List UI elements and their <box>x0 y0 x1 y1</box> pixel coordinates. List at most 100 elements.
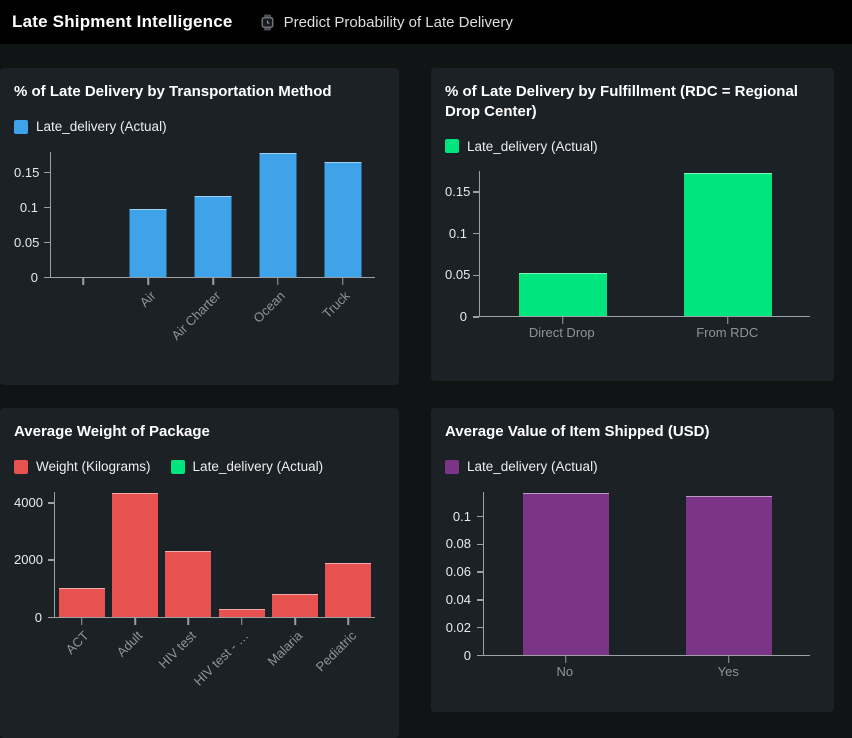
bar-pediatric[interactable] <box>325 562 372 617</box>
x-axis-tick <box>564 654 567 663</box>
x-axis-tick <box>561 316 564 324</box>
bar-from-rdc[interactable] <box>683 172 772 316</box>
bar-act[interactable] <box>58 587 105 617</box>
legend-item[interactable]: Late_delivery (Actual) <box>14 119 167 134</box>
x-axis-label: No <box>556 663 574 679</box>
x-axis-tick <box>212 276 214 285</box>
y-axis-tick <box>477 626 483 629</box>
plot-area <box>483 491 810 663</box>
bar-no[interactable] <box>522 493 609 655</box>
y-axis-tick-label: 4000 <box>14 494 43 510</box>
bar-yes[interactable] <box>685 496 772 655</box>
y-axis-tick <box>44 276 50 279</box>
chart-legend: Late_delivery (Actual) <box>445 137 820 155</box>
card-average-weight: Average Weight of Package Weight (Kilogr… <box>0 408 399 738</box>
x-axis-tick <box>240 616 243 625</box>
legend-label: Late_delivery (Actual) <box>467 138 598 154</box>
x-axis-labels: No Yes <box>483 658 810 686</box>
bar-direct-drop[interactable] <box>518 272 607 316</box>
watch-icon <box>259 14 276 31</box>
legend-label: Late_delivery (Actual) <box>192 459 324 474</box>
legend-swatch <box>445 459 459 474</box>
x-axis-tick <box>80 616 83 625</box>
legend-item[interactable]: Late_delivery (Actual) <box>170 459 324 474</box>
chart-title: Average Value of Item Shipped (USD) <box>445 423 710 440</box>
chart-canvas[interactable]: 0 0.05 0.1 0.15 Air Air Charter Ocean Truck <box>14 151 385 352</box>
y-axis-tick <box>44 206 50 209</box>
y-axis-tick <box>48 616 54 619</box>
y-axis-tick <box>477 571 483 573</box>
x-axis-tick <box>82 276 85 285</box>
x-axis-tick <box>294 616 296 625</box>
legend-swatch <box>445 139 459 153</box>
y-axis-tick <box>48 559 54 561</box>
legend-swatch <box>14 459 28 474</box>
y-axis-tick-label: 0.1 <box>19 199 38 215</box>
y-axis-tick-label: 0 <box>459 309 467 324</box>
y-axis-tick-label: 0.15 <box>445 183 471 199</box>
x-axis-label: Yes <box>717 663 739 679</box>
x-axis-tick <box>277 276 279 285</box>
x-axis-labels: Air Air Charter Ocean Truck <box>50 280 375 352</box>
chart-legend: Late_delivery (Actual) <box>445 458 820 476</box>
y-axis-tick-label: 0.02 <box>445 619 471 635</box>
bar-air[interactable] <box>129 209 167 277</box>
chart-legend: Weight (Kilograms) Late_delivery (Actual) <box>14 458 385 476</box>
y-axis-tick <box>48 502 54 504</box>
plot-area <box>479 171 810 324</box>
legend-item[interactable]: Late_delivery (Actual) <box>445 139 598 154</box>
bar-air-charter[interactable] <box>194 196 232 277</box>
y-axis-tick-label: 0.08 <box>445 536 471 552</box>
chart-canvas[interactable]: 0 0.02 0.04 0.06 0.08 0.1 No Yes <box>445 491 820 686</box>
x-axis-label: From RDC <box>696 325 759 340</box>
y-axis-tick <box>44 171 50 174</box>
y-axis-tick-label: 0.05 <box>14 234 40 250</box>
x-axis-tick <box>147 276 149 285</box>
x-axis-label: Air <box>136 287 159 310</box>
plot-area <box>54 491 375 625</box>
y-axis-tick-label: 0 <box>34 609 42 625</box>
x-axis-label: Truck <box>319 287 354 321</box>
legend-swatch <box>170 459 185 474</box>
x-axis-label: Ocean <box>250 287 289 326</box>
header-subtitle-text: Predict Probability of Late Delivery <box>283 13 513 31</box>
y-axis-tick-label: 0.05 <box>445 267 471 283</box>
chart-title: % of Late Delivery by Fulfillment (RDC =… <box>445 83 798 120</box>
y-axis-tick <box>477 654 483 657</box>
legend-label: Late_delivery (Actual) <box>467 459 598 474</box>
y-axis-tick <box>477 599 483 601</box>
bar-malaria[interactable] <box>272 593 318 617</box>
x-axis-tick <box>134 616 136 625</box>
chart-legend: Late_delivery (Actual) <box>14 118 385 136</box>
y-axis-tick-label: 0.04 <box>445 591 471 607</box>
x-axis-label: Adult <box>113 627 145 660</box>
app-title: Late Shipment Intelligence <box>12 12 233 31</box>
card-average-value: Average Value of Item Shipped (USD) Late… <box>431 408 834 712</box>
y-axis-tick <box>473 191 479 193</box>
x-axis-label: Malaria <box>264 627 306 669</box>
bar-hiv-test[interactable] <box>165 550 212 617</box>
y-axis-tick-label: 0 <box>463 647 471 663</box>
bar-truck[interactable] <box>324 162 362 277</box>
x-axis-tick <box>187 616 190 625</box>
chart-canvas[interactable]: 0 0.05 0.1 0.15 Direct Drop From RDC <box>445 171 820 347</box>
legend-swatch <box>14 119 28 134</box>
card-late-by-fulfillment: % of Late Delivery by Fulfillment (RDC =… <box>431 68 834 381</box>
header-subtitle: Predict Probability of Late Delivery <box>259 14 513 31</box>
card-late-by-transportation: % of Late Delivery by Transportation Met… <box>0 68 399 385</box>
y-axis-tick <box>473 274 479 277</box>
chart-canvas[interactable]: 0 2000 4000 ACT Adult HIV test HIV test - … Mal… <box>14 491 385 702</box>
legend-item[interactable]: Late_delivery (Actual) <box>445 459 598 474</box>
bar-hiv-test-[interactable] <box>218 608 265 617</box>
y-axis-tick <box>477 543 483 546</box>
x-axis-label: HIV test <box>155 627 199 671</box>
x-axis-label: Air Charter <box>168 287 224 343</box>
legend-item[interactable]: Weight (Kilograms) <box>14 459 151 474</box>
bar-adult[interactable] <box>112 493 158 617</box>
y-axis-tick <box>473 232 479 235</box>
y-axis-tick <box>477 515 483 518</box>
y-axis-tick-label: 0.1 <box>452 508 471 524</box>
bar-ocean[interactable] <box>259 152 297 277</box>
y-axis-tick <box>473 316 479 318</box>
x-axis-label: HIV test - … <box>191 627 252 689</box>
